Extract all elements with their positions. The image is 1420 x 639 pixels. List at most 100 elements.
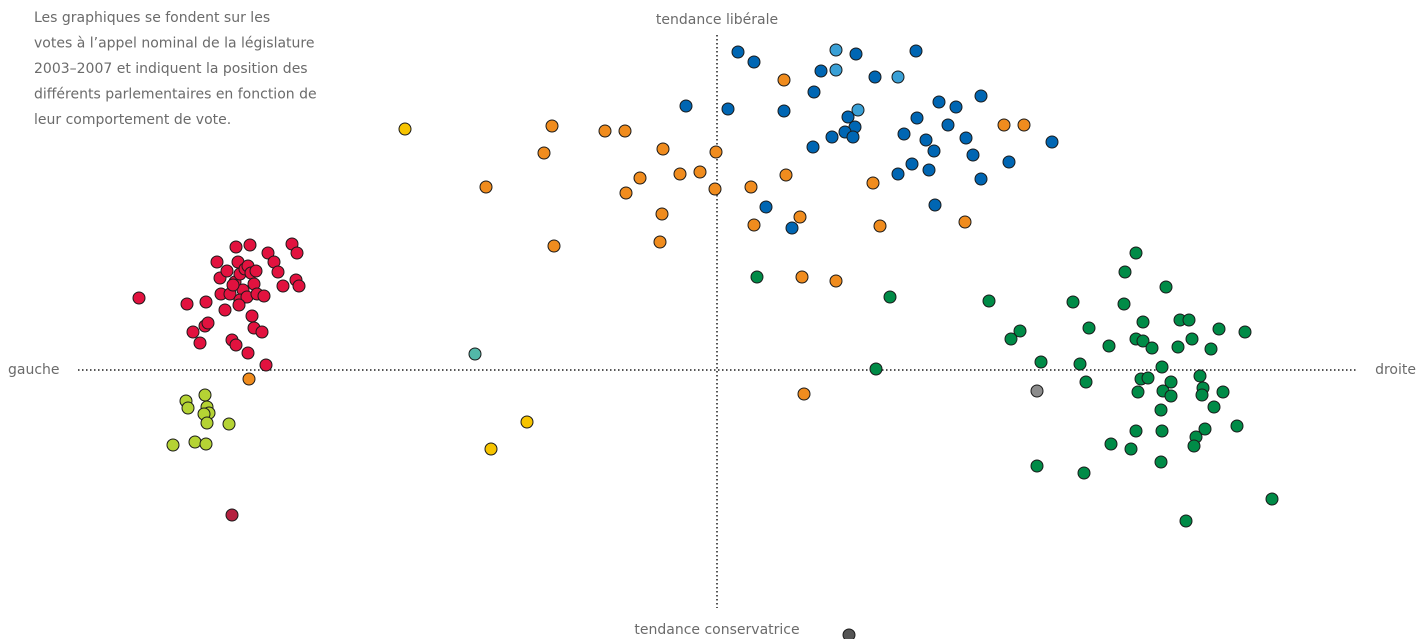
point — [1104, 437, 1118, 451]
bottom-label: tendance conservatrice — [634, 622, 799, 638]
point — [1164, 375, 1178, 389]
point — [750, 270, 764, 284]
point — [1045, 135, 1059, 149]
point — [1187, 439, 1201, 453]
point — [1159, 280, 1173, 294]
point — [655, 207, 669, 221]
point — [547, 239, 561, 253]
point — [193, 336, 207, 350]
point — [181, 401, 195, 415]
point — [1017, 118, 1031, 132]
point — [1136, 315, 1150, 329]
point — [1155, 424, 1169, 438]
point — [229, 338, 243, 352]
point — [928, 198, 942, 212]
point — [747, 218, 761, 232]
point — [922, 163, 936, 177]
point — [1238, 325, 1252, 339]
point — [982, 294, 996, 308]
point — [829, 43, 843, 57]
point — [1117, 297, 1131, 311]
point — [398, 122, 412, 136]
point — [479, 180, 493, 194]
point — [1195, 388, 1209, 402]
point — [242, 372, 256, 386]
point — [869, 362, 883, 376]
point — [633, 171, 647, 185]
description-line: Les graphiques se fondent sur les — [34, 10, 270, 26]
point — [618, 124, 632, 138]
point — [218, 303, 232, 317]
point — [199, 295, 213, 309]
point — [1002, 155, 1016, 169]
point — [166, 438, 180, 452]
point — [200, 416, 214, 430]
point — [226, 278, 240, 292]
point — [598, 124, 612, 138]
point — [868, 70, 882, 84]
point — [779, 168, 793, 182]
point — [186, 325, 200, 339]
point — [1131, 385, 1145, 399]
point — [1124, 442, 1138, 456]
point — [484, 442, 498, 456]
point — [271, 265, 285, 279]
point — [974, 89, 988, 103]
point — [997, 118, 1011, 132]
point — [1193, 369, 1207, 383]
point — [1082, 321, 1096, 335]
point — [656, 142, 670, 156]
point — [1129, 424, 1143, 438]
point — [731, 45, 745, 59]
point — [241, 346, 255, 360]
point — [1129, 246, 1143, 260]
point — [1079, 375, 1093, 389]
point — [1145, 341, 1159, 355]
point — [932, 95, 946, 109]
point — [232, 298, 246, 312]
point — [222, 417, 236, 431]
point — [229, 240, 243, 254]
point — [619, 186, 633, 200]
point — [261, 246, 275, 260]
point — [210, 255, 224, 269]
right-label: droite — [1375, 362, 1416, 378]
point — [851, 103, 865, 117]
point — [1013, 324, 1027, 338]
point — [966, 148, 980, 162]
point — [873, 219, 887, 233]
point — [905, 157, 919, 171]
description-line: votes à l’appel nominal de la législatur… — [34, 36, 314, 52]
point — [777, 104, 791, 118]
point — [825, 130, 839, 144]
point — [180, 297, 194, 311]
point — [520, 415, 534, 429]
description-line: 2003–2007 et indiquent la position des — [34, 61, 308, 77]
point — [249, 264, 263, 278]
point — [201, 316, 215, 330]
point — [537, 146, 551, 160]
point — [290, 246, 304, 260]
point — [829, 63, 843, 77]
point — [468, 347, 482, 361]
point — [1204, 342, 1218, 356]
point — [1164, 389, 1178, 403]
point — [1073, 357, 1087, 371]
point — [814, 64, 828, 78]
point — [198, 388, 212, 402]
point — [199, 437, 213, 451]
point — [1216, 385, 1230, 399]
point — [1185, 332, 1199, 346]
point — [927, 144, 941, 158]
point — [545, 119, 559, 133]
point — [1136, 334, 1150, 348]
point — [841, 110, 855, 124]
description-line: leur comportement de vote. — [34, 112, 231, 128]
point — [1154, 455, 1168, 469]
point — [883, 290, 897, 304]
point — [257, 289, 271, 303]
point — [188, 435, 202, 449]
point — [797, 387, 811, 401]
point — [1034, 355, 1048, 369]
